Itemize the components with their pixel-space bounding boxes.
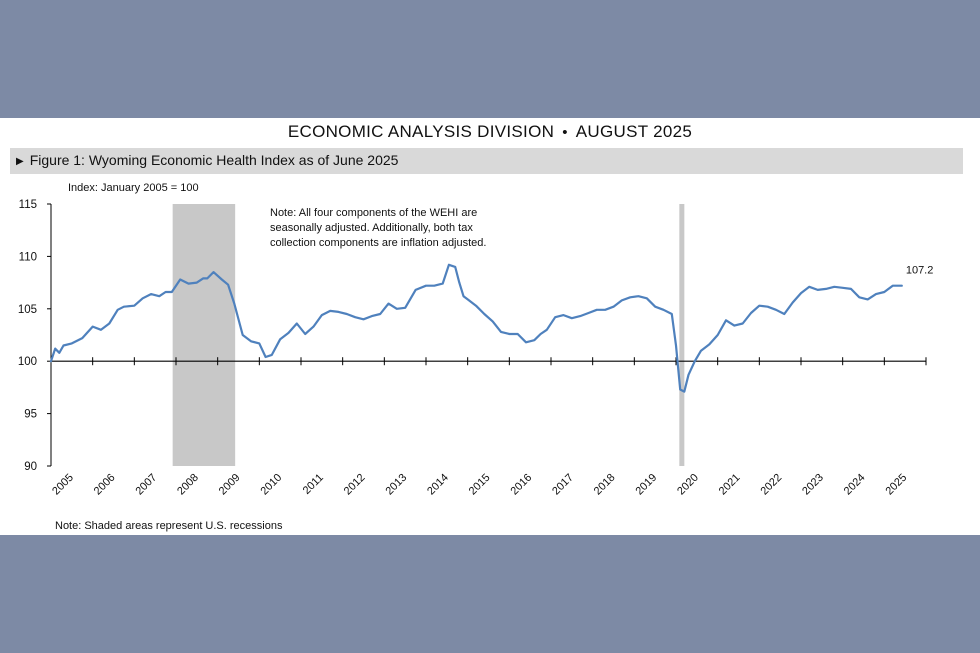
x-tick-label: 2007	[133, 472, 159, 498]
x-tick-label: 2006	[92, 472, 118, 498]
recession-band-1	[679, 204, 685, 466]
x-tick-label: 2017	[550, 472, 576, 498]
x-tick-label: 2024	[842, 472, 868, 498]
triangle-right-icon: ▶	[16, 156, 24, 167]
x-tick-label: 2005	[50, 472, 76, 498]
x-tick-label: 2023	[800, 472, 826, 498]
division-name: ECONOMIC ANALYSIS DIVISION	[287, 122, 555, 141]
y-tick-label: 90	[24, 461, 37, 473]
x-tick-label: 2008	[175, 472, 201, 498]
x-tick-label: 2012	[342, 472, 368, 498]
y-tick-label: 95	[24, 409, 37, 421]
figure-title: ▶ Figure 1: Wyoming Economic Health Index…	[16, 152, 398, 168]
x-tick-label: 2018	[592, 472, 618, 498]
report-date: AUGUST 2025	[575, 122, 693, 141]
y-tick-label: 105	[18, 304, 37, 316]
x-tick-label: 2015	[467, 472, 493, 498]
y-tick-labels: 90 95 100 105 110 115	[18, 199, 51, 473]
x-tick-label: 2011	[301, 472, 326, 497]
x-tick-label: 2013	[383, 472, 409, 498]
recession-band-0	[172, 204, 236, 466]
x-tick-label: 2022	[758, 472, 784, 498]
x-tick-label: 2010	[258, 472, 284, 498]
y-tick-label: 110	[19, 251, 37, 263]
y-tick-label: 100	[18, 356, 37, 368]
annotation-line-2: seasonally adjusted. Additionally, both …	[270, 222, 473, 234]
recession-bands	[172, 204, 685, 466]
annotation-line-1: Note: All four components of the WEHI ar…	[270, 207, 477, 219]
page-header: ECONOMIC ANALYSIS DIVISION • AUGUST 2025	[0, 122, 980, 142]
figure-title-bar: ▶ Figure 1: Wyoming Economic Health Index…	[10, 148, 963, 174]
y-tick-label: 115	[19, 199, 37, 211]
last-value-label: 107.2	[906, 265, 934, 277]
figure-title-text: Figure 1: Wyoming Economic Health Index …	[29, 152, 399, 168]
x-tick-label: 2025	[883, 472, 909, 498]
footnote: Note: Shaded areas represent U.S. recess…	[55, 520, 283, 532]
x-tick-label: 2016	[508, 472, 534, 498]
x-tick-label: 2020	[675, 472, 701, 498]
x-tick-label: 2019	[633, 472, 659, 498]
document-page: ECONOMIC ANALYSIS DIVISION • AUGUST 2025 ▶…	[0, 118, 980, 535]
y-axis-label: Index: January 2005 = 100	[68, 182, 199, 194]
chart: 90 95 100 105 110 115 2005 2006 2007 2008 2009 201…	[18, 182, 934, 532]
annotation-line-3: collection components are inflation adju…	[270, 237, 486, 249]
x-tick-label: 2009	[217, 472, 243, 498]
series-line-wehi	[49, 263, 903, 393]
x-tick-label: 2014	[425, 472, 451, 498]
x-tick-label: 2021	[717, 472, 743, 498]
axes	[50, 204, 926, 466]
header-separator: •	[562, 124, 568, 141]
